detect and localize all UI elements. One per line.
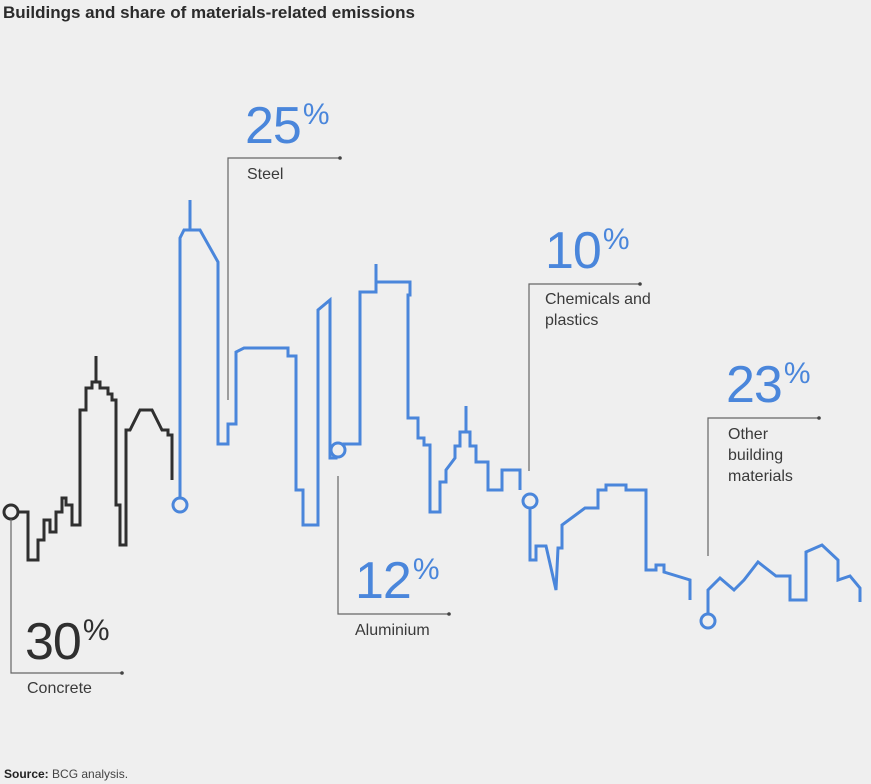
concrete-skyline [18,356,174,562]
chart-title: Buildings and share of materials-related… [3,3,415,22]
chemicals-value-unit: % [602,223,630,256]
concrete-value: 30% [25,613,110,671]
aluminium-value: 12% [355,552,440,610]
source-label: Source: [4,767,49,781]
steel-node [171,496,189,514]
chemicals-value: 10% [545,222,630,280]
chemicals-label: Chemicals and plastics [545,291,651,329]
blue-skyline [178,200,862,614]
aluminium-value-unit: % [412,553,440,586]
steel-value: 25% [245,97,330,155]
other-value-number: 23 [726,356,783,414]
concrete-value-number: 30 [25,613,82,671]
steel-value-number: 25 [245,97,302,155]
concrete-label: Concrete [27,680,92,697]
other-value-unit: % [783,357,811,390]
concrete-value-unit: % [82,614,110,647]
leader-lines [10,156,821,675]
aluminium-value-number: 12 [355,552,412,610]
other-label: Other building materials [728,426,793,485]
chemicals-node [521,492,539,510]
aluminium-label: Aluminium [355,622,430,639]
steel-label: Steel [247,166,284,183]
source-note: Source: BCG analysis. [4,767,128,781]
other-value: 23% [726,356,811,414]
aluminium-node [329,441,347,459]
other-node [699,612,717,630]
source-text: BCG analysis. [52,767,129,781]
chemicals-value-number: 10 [545,222,602,280]
steel-value-unit: % [302,98,330,131]
concrete-node [2,503,20,521]
